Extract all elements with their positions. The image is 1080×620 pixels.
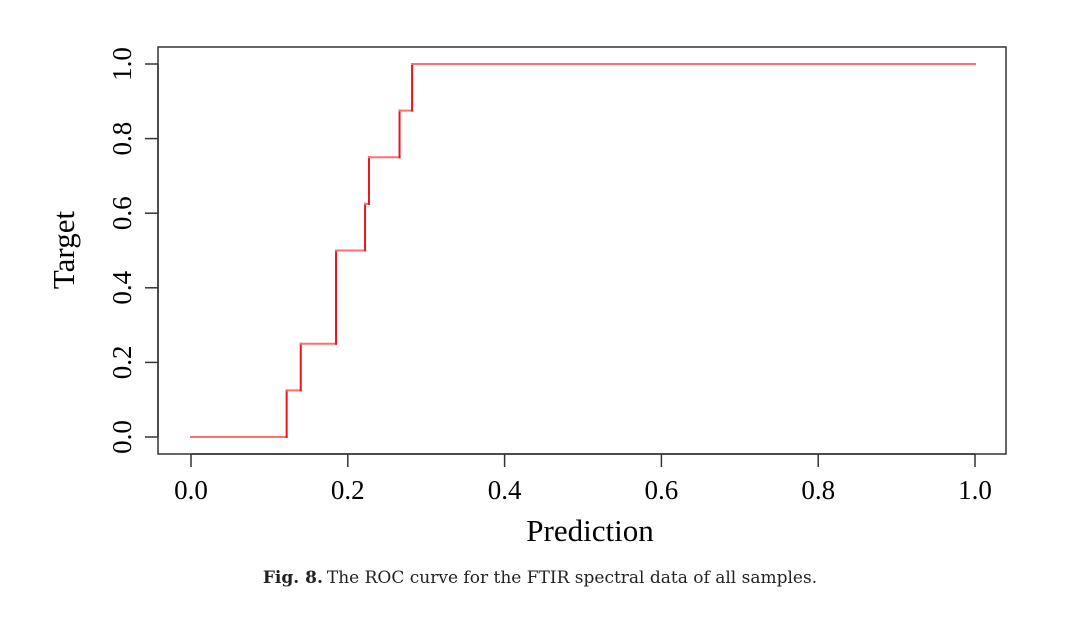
series-layer bbox=[190, 63, 976, 438]
x-axis-title: Prediction bbox=[526, 513, 654, 548]
x-axis: 0.0 0.2 0.4 0.6 0.8 1.0 bbox=[174, 453, 992, 505]
y-axis: 0.0 0.2 0.4 0.6 0.8 1.0 bbox=[107, 47, 159, 454]
y-tick-label: 0.2 bbox=[107, 346, 137, 380]
x-tick-label: 0.2 bbox=[331, 475, 365, 505]
y-tick-label: 0.0 bbox=[107, 420, 137, 454]
figure-caption-text: The ROC curve for the FTIR spectral data… bbox=[326, 568, 818, 588]
y-tick-label: 1.0 bbox=[107, 47, 137, 81]
roc-chart: 0.0 0.2 0.4 0.6 0.8 1.0 0.0 0.2 0.4 0.6 0.8 1.0 Pr… bbox=[46, 46, 1007, 548]
figure-label: Fig. 8. bbox=[262, 568, 323, 588]
x-tick-label: 0.4 bbox=[488, 475, 522, 505]
figure-caption: Fig. 8. The ROC curve for the FTIR spectr… bbox=[0, 568, 1080, 588]
y-tick-label: 0.8 bbox=[107, 122, 137, 156]
y-tick-label: 0.6 bbox=[107, 196, 137, 230]
x-tick-label: 0.0 bbox=[174, 475, 208, 505]
y-tick-label: 0.4 bbox=[107, 270, 137, 304]
y-axis-title: Target bbox=[46, 211, 81, 290]
x-tick-label: 0.8 bbox=[801, 475, 835, 505]
plot-frame bbox=[157, 46, 1007, 455]
x-tick-label: 1.0 bbox=[958, 475, 992, 505]
x-tick-label: 0.6 bbox=[645, 475, 679, 505]
